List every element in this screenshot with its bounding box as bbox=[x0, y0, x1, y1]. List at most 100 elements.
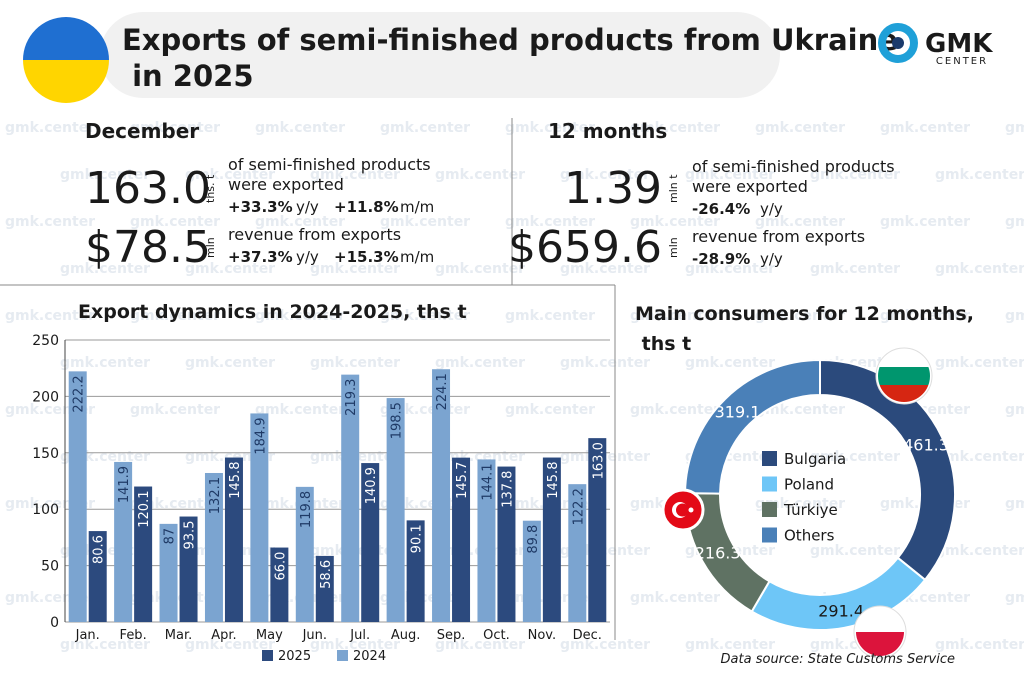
period: y/y bbox=[760, 200, 783, 218]
legend-label: Poland bbox=[784, 476, 834, 494]
value-label: 137.8 bbox=[500, 471, 515, 508]
poland-flag bbox=[853, 605, 907, 659]
stat-text: revenue from exports bbox=[228, 225, 401, 244]
title: Exports of semi-finished products from U… bbox=[122, 23, 898, 93]
y-tick-label: 100 bbox=[32, 502, 59, 518]
value-label: 132.1 bbox=[208, 477, 223, 514]
title-band bbox=[100, 12, 780, 98]
watermark: gmk.center bbox=[755, 402, 845, 418]
stat-value: $78.5 bbox=[85, 222, 211, 273]
stat-text: of semi-finished products bbox=[228, 155, 431, 174]
stat-value: 163.0 bbox=[85, 163, 211, 214]
value-label: 80.6 bbox=[92, 535, 107, 564]
value-label: 87 bbox=[163, 528, 178, 545]
watermark: gmk.center bbox=[1005, 496, 1024, 512]
bulgaria-flag bbox=[875, 347, 933, 405]
watermark: gmk.center bbox=[130, 120, 220, 136]
change: -28.9% bbox=[692, 250, 750, 268]
chart-title: Main consumers for 12 months, ths t bbox=[635, 303, 974, 355]
watermark: gmk.center bbox=[935, 543, 1024, 559]
bar bbox=[250, 413, 269, 622]
x-tick-label: Apr. bbox=[211, 628, 236, 643]
watermark: gmk.center bbox=[435, 261, 525, 277]
value-label: 89.8 bbox=[526, 525, 541, 554]
bar bbox=[88, 531, 107, 622]
value-label: 145.8 bbox=[546, 462, 561, 499]
legend-swatch bbox=[762, 502, 777, 517]
watermark: gmk.center bbox=[685, 355, 775, 371]
value-label: 141.9 bbox=[117, 466, 132, 503]
legend-label: Others bbox=[784, 527, 835, 545]
legend-swatch bbox=[762, 527, 777, 543]
y-tick-label: 250 bbox=[32, 333, 59, 349]
x-tick-label: Dec. bbox=[573, 628, 602, 643]
bar-chart: 0 50 100 150 200 250 Jan. 222.2 80.6 Feb. 141.9 120… bbox=[32, 333, 610, 664]
x-tick-label: Jan. bbox=[75, 628, 100, 643]
watermark: gmk.center bbox=[255, 402, 345, 418]
change: +11.8% bbox=[334, 198, 399, 216]
watermark: gmk.center bbox=[630, 120, 720, 136]
watermark: gmk.center bbox=[5, 308, 95, 324]
watermark: gmk.center bbox=[935, 355, 1024, 371]
value-label: 145.7 bbox=[455, 462, 470, 499]
watermark: gmk.center bbox=[505, 402, 595, 418]
bar bbox=[588, 438, 607, 622]
value-label: 319.1 bbox=[715, 402, 761, 421]
value-label: 58.6 bbox=[319, 560, 334, 589]
bar bbox=[568, 484, 587, 622]
bar bbox=[386, 398, 405, 622]
watermark: gmk.center bbox=[60, 355, 150, 371]
stat-text: revenue from exports bbox=[692, 227, 865, 246]
value-label: 119.8 bbox=[299, 491, 314, 528]
value-label: 120.1 bbox=[137, 491, 152, 528]
watermark: gmk.center bbox=[60, 167, 150, 183]
bar bbox=[134, 486, 153, 622]
watermark: gmk.center bbox=[1005, 590, 1024, 606]
watermark: gmk.center bbox=[880, 120, 970, 136]
bar bbox=[477, 459, 496, 622]
watermark: gmk.center bbox=[380, 308, 470, 324]
period: y/y bbox=[296, 198, 319, 216]
watermark: gmk.center bbox=[310, 637, 400, 653]
bar bbox=[224, 457, 243, 622]
watermark: gmk.center bbox=[505, 120, 595, 136]
watermark: gmk.center bbox=[130, 214, 220, 230]
period: y/y bbox=[296, 248, 319, 266]
watermark: gmk.center bbox=[685, 261, 775, 277]
bar bbox=[542, 457, 561, 622]
watermark: gmk.center bbox=[755, 214, 845, 230]
value-label: 219.3 bbox=[344, 379, 359, 416]
value-label: 93.5 bbox=[183, 521, 198, 550]
watermark: gmk.center bbox=[685, 167, 775, 183]
watermark: gmk.center bbox=[255, 308, 345, 324]
watermark: gmk.center bbox=[810, 543, 900, 559]
watermark: gmk.center bbox=[505, 214, 595, 230]
watermark: gmk.center bbox=[255, 214, 345, 230]
bar bbox=[406, 520, 425, 622]
watermark: gmk.center bbox=[935, 167, 1024, 183]
watermark: gmk.center bbox=[560, 167, 650, 183]
watermark: gmk.center bbox=[380, 214, 470, 230]
watermark: gmk.center bbox=[935, 637, 1024, 653]
bar bbox=[204, 472, 223, 622]
watermark: gmk.center bbox=[310, 261, 400, 277]
stat-unit: mln bbox=[667, 237, 680, 258]
x-tick-label: Sep. bbox=[437, 628, 466, 643]
bar bbox=[114, 461, 133, 622]
value-label: 184.9 bbox=[253, 417, 268, 454]
bar bbox=[159, 523, 178, 622]
watermark: gmk.center bbox=[185, 167, 275, 183]
x-tick-label: Jul. bbox=[349, 628, 370, 643]
value-label: 90.1 bbox=[410, 524, 425, 553]
watermark: gmk.center bbox=[505, 308, 595, 324]
watermark: gmk.center bbox=[1005, 308, 1024, 324]
turkiye-flag bbox=[661, 488, 705, 532]
ukraine-flag bbox=[23, 17, 109, 103]
watermark: gmk.center bbox=[310, 355, 400, 371]
watermark: gmk.center bbox=[755, 496, 845, 512]
value-label: 216.3 bbox=[695, 544, 741, 563]
stat-unit: mln t bbox=[667, 174, 680, 203]
bar bbox=[432, 369, 451, 622]
change: -26.4% bbox=[692, 200, 750, 218]
